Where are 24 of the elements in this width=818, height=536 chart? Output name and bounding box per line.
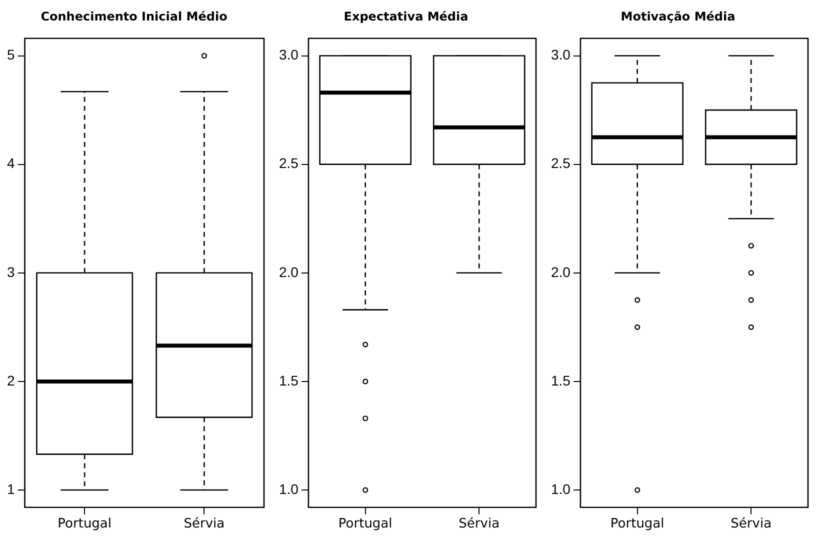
y-tick-label: 1.0 — [550, 480, 571, 497]
x-tick-label: Portugal — [338, 516, 392, 532]
y-tick-label: 1.5 — [278, 372, 299, 388]
x-tick-label: Portugal — [58, 516, 112, 532]
x-tick-label: Sérvia — [730, 516, 772, 532]
y-tick-label: 1.0 — [278, 480, 299, 497]
x-tick-label: Portugal — [610, 516, 664, 532]
y-tick-label: 5 — [6, 46, 15, 63]
x-tick-label: Sérvia — [184, 516, 225, 532]
y-tick-label: 1.5 — [550, 372, 571, 388]
chart-title: Motivação Média — [620, 9, 736, 24]
y-tick-label: 2.5 — [278, 155, 299, 172]
y-tick-label: 1 — [6, 480, 15, 497]
chart-title: Expectativa Média — [344, 9, 468, 24]
chart-title: Conhecimento Inicial Médio — [40, 9, 228, 24]
x-tick-label: Sérvia — [458, 516, 500, 532]
y-tick-label: 3.0 — [278, 46, 299, 63]
y-tick-label: 4 — [6, 155, 15, 172]
y-tick-label: 2.0 — [278, 264, 299, 280]
y-tick-label: 3 — [6, 264, 15, 280]
y-tick-label: 3.0 — [550, 46, 571, 63]
y-tick-label: 2.5 — [550, 155, 571, 172]
y-tick-label: 2 — [6, 372, 15, 388]
y-tick-label: 2.0 — [550, 264, 571, 280]
